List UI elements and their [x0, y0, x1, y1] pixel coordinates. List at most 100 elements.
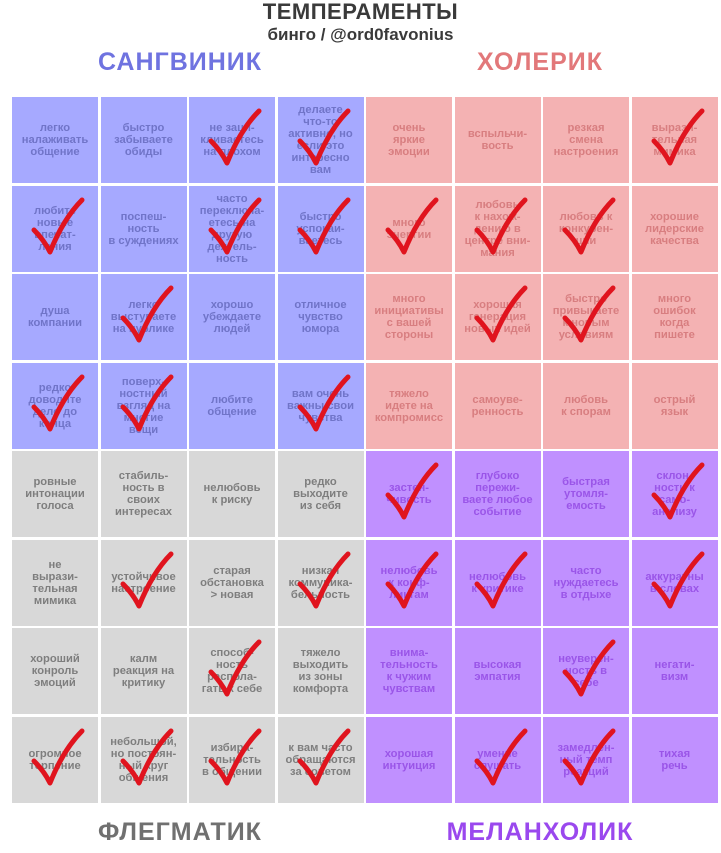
bingo-cell-phlegmatic[interactable]: низкая коммуника- бельность	[277, 539, 364, 626]
bingo-cell-melancholic[interactable]: склон- ность к само- анализу	[631, 451, 718, 537]
bingo-cell-text: острый язык	[653, 393, 696, 418]
bingo-cell-phlegmatic[interactable]: ровные интонации голоса	[12, 451, 98, 537]
bingo-cell-text: небольшой, но постоян- ный круг общения	[110, 735, 177, 784]
bingo-cell-text: поверх- ностный взгляд на многие вещи	[116, 375, 171, 436]
bingo-cell-text: резкая смена настроения	[553, 122, 619, 158]
bingo-cell-melancholic[interactable]: умение слушать	[454, 716, 541, 803]
bingo-cell-melancholic[interactable]: замедлен- ный темп реакций	[543, 716, 629, 803]
bingo-cell-sanguine[interactable]: легко налаживать общение	[12, 97, 98, 183]
bingo-cell-sanguine[interactable]: легко выступаете на публике	[100, 274, 187, 360]
bingo-cell-choleric[interactable]: тяжело идете на компромисс	[366, 362, 452, 449]
bingo-cell-sanguine[interactable]: поверх- ностный взгляд на многие вещи	[100, 362, 187, 449]
bingo-cell-sanguine[interactable]: любите новые впечат- ления	[12, 185, 98, 272]
bingo-cell-text: ровные интонации голоса	[25, 476, 85, 512]
bingo-cell-phlegmatic[interactable]: калм реакция на критику	[100, 628, 187, 714]
bingo-cell-text: тяжело выходить из зоны комфорта	[292, 647, 349, 695]
bingo-cell-choleric[interactable]: много инициативы с вашей стороны	[366, 274, 452, 360]
bingo-cell-melancholic[interactable]: тихая речь	[631, 716, 718, 803]
bingo-cell-text: душа компании	[28, 305, 82, 329]
bingo-cell-melancholic[interactable]: внима- тельность к чужим чувствам	[366, 628, 452, 714]
bingo-cell-sanguine[interactable]: часто переключа- етесь на другую деятель…	[189, 185, 275, 272]
bingo-cell-text: умение слушать	[473, 747, 522, 772]
bingo-cell-choleric[interactable]: вырази- тельная мимика	[631, 97, 718, 183]
bingo-cell-melancholic[interactable]: аккуратны в словах	[631, 539, 718, 626]
bingo-cell-phlegmatic[interactable]: редко выходите из себя	[277, 451, 364, 537]
bingo-cell-text: любовь к спорам	[561, 393, 611, 418]
bingo-cell-choleric[interactable]: хорошая генерация новых идей	[454, 274, 541, 360]
bingo-cell-choleric[interactable]: очень яркие эмоции	[366, 97, 452, 183]
bingo-cell-text: нелюбовь к риску	[203, 482, 261, 506]
bingo-cell-melancholic[interactable]: негати- визм	[631, 628, 718, 714]
bingo-cell-phlegmatic[interactable]: огромное терпение	[12, 716, 98, 803]
bingo-cell-phlegmatic[interactable]: стабиль- ность в своих интересах	[100, 451, 187, 537]
bingo-cell-choleric[interactable]: любовь к нахож- дению в центре вни- мани…	[454, 185, 541, 272]
bingo-cell-text: редко доводите дело до конца	[28, 381, 82, 430]
bingo-cell-choleric[interactable]: любовь к спорам	[543, 362, 629, 449]
bingo-cell-phlegmatic[interactable]: небольшой, но постоян- ный круг общения	[100, 716, 187, 803]
bingo-cell-sanguine[interactable]: быстро успокаи- ваетесь	[277, 185, 364, 272]
bingo-cell-phlegmatic[interactable]: избира- тельность в общении	[189, 716, 275, 803]
bingo-cell-text: склон- ность к само- анализу	[652, 470, 697, 518]
bingo-cell-choleric[interactable]: любовь к конкурен- ции	[543, 185, 629, 272]
bingo-cell-text: быстро успокаи- ваетесь	[296, 210, 345, 247]
bingo-cell-text: хорошие лидерские качества	[644, 210, 705, 247]
bingo-cell-sanguine[interactable]: душа компании	[12, 274, 98, 360]
bingo-cell-sanguine[interactable]: отличное чувство юмора	[277, 274, 364, 360]
bingo-cell-phlegmatic[interactable]: способ- ность распола- гать к себе	[189, 628, 275, 714]
bingo-cell-text: замедлен- ный темп реакций	[557, 741, 615, 778]
bingo-cell-phlegmatic[interactable]: устойчивое настроение	[100, 539, 187, 626]
bingo-cell-phlegmatic[interactable]: хороший конроль эмоций	[12, 628, 98, 714]
bingo-cell-sanguine[interactable]: быстро забываете обиды	[100, 97, 187, 183]
bingo-cell-text: избира- тельность в общении	[202, 741, 262, 778]
bingo-cell-text: очень яркие эмоции	[388, 122, 430, 158]
bingo-cell-melancholic[interactable]: высокая эмпатия	[454, 628, 541, 714]
bingo-cell-choleric[interactable]: быстро привыкаете к новым условиям	[543, 274, 629, 360]
bingo-cell-choleric[interactable]: самоуве- ренность	[454, 362, 541, 449]
bingo-cell-sanguine[interactable]: вам очень важны свои чувства	[277, 362, 364, 449]
bingo-cell-text: калм реакция на критику	[112, 653, 175, 689]
bingo-cell-choleric[interactable]: вспыльчи- вость	[454, 97, 541, 183]
bingo-cell-text: вам очень важны свои чувства	[287, 387, 354, 424]
bingo-cell-text: тяжело идете на компромисс	[374, 387, 444, 424]
bingo-cell-melancholic[interactable]: нелюбовь к конф- ликтам	[366, 539, 452, 626]
bingo-cell-text: любовь к нахож- дению в центре вни- мани…	[464, 198, 531, 259]
bingo-cell-phlegmatic[interactable]: не вырази- тельная мимика	[12, 539, 98, 626]
bingo-cell-sanguine[interactable]: хорошо убеждаете людей	[189, 274, 275, 360]
bingo-cell-phlegmatic[interactable]: тяжело выходить из зоны комфорта	[277, 628, 364, 714]
bingo-cell-text: не вырази- тельная мимика	[32, 558, 78, 607]
bingo-cell-choleric[interactable]: резкая смена настроения	[543, 97, 629, 183]
bingo-cell-choleric[interactable]: много энергии	[366, 185, 452, 272]
bingo-cell-phlegmatic[interactable]: к вам часто обращаются за советом	[277, 716, 364, 803]
bingo-cell-text: огромное терпение	[28, 747, 82, 772]
bingo-cell-melancholic[interactable]: неуверен- ность в себе	[543, 628, 629, 714]
bingo-cell-text: глубоко пережи- ваете любое событие	[462, 470, 533, 518]
bingo-cell-text: к вам часто обращаются за советом	[285, 741, 356, 778]
bingo-cell-sanguine[interactable]: делаете что-то активно, но если это инте…	[277, 97, 364, 183]
bingo-cell-phlegmatic[interactable]: нелюбовь к риску	[189, 451, 275, 537]
bingo-cell-text: любите общение	[207, 393, 257, 418]
bingo-cell-sanguine[interactable]: не заци- кливаетесь на плохом	[189, 97, 275, 183]
bingo-cell-melancholic[interactable]: часто нуждаетесь в отдыхе	[543, 539, 629, 626]
bingo-cell-text: тихая речь	[658, 747, 691, 772]
bingo-cell-text: быстро забываете обиды	[114, 122, 173, 158]
bingo-cell-phlegmatic[interactable]: старая обстановка > новая	[189, 539, 275, 626]
bingo-cell-text: много энергии	[386, 216, 432, 241]
bingo-cell-melancholic[interactable]: нелюбовь к критике	[454, 539, 541, 626]
bingo-cell-choleric[interactable]: хорошие лидерские качества	[631, 185, 718, 272]
bingo-cell-text: застен- чивость	[386, 482, 432, 506]
bingo-cell-text: высокая эмпатия	[473, 659, 522, 683]
bingo-cell-sanguine[interactable]: поспеш- ность в суждениях	[100, 185, 187, 272]
bingo-cell-melancholic[interactable]: глубоко пережи- ваете любое событие	[454, 451, 541, 537]
bingo-cell-text: делаете что-то активно, но если это инте…	[288, 104, 353, 176]
bingo-cell-melancholic[interactable]: хорошая интуиция	[366, 716, 452, 803]
bingo-cell-melancholic[interactable]: быстрая утомля- емость	[543, 451, 629, 537]
bingo-cell-text: отличное чувство юмора	[294, 299, 347, 335]
bingo-cell-choleric[interactable]: много ошибок когда пишете	[631, 274, 718, 360]
bingo-cell-text: любовь к конкурен- ции	[558, 210, 614, 247]
bingo-cell-sanguine[interactable]: любите общение	[189, 362, 275, 449]
bingo-board: легко налаживать общение быстро забываете…	[12, 97, 718, 803]
bingo-cell-text: способ- ность распола- гать к себе	[201, 647, 263, 695]
bingo-cell-melancholic[interactable]: застен- чивость	[366, 451, 452, 537]
bingo-cell-choleric[interactable]: острый язык	[631, 362, 718, 449]
bingo-cell-sanguine[interactable]: редко доводите дело до конца	[12, 362, 98, 449]
